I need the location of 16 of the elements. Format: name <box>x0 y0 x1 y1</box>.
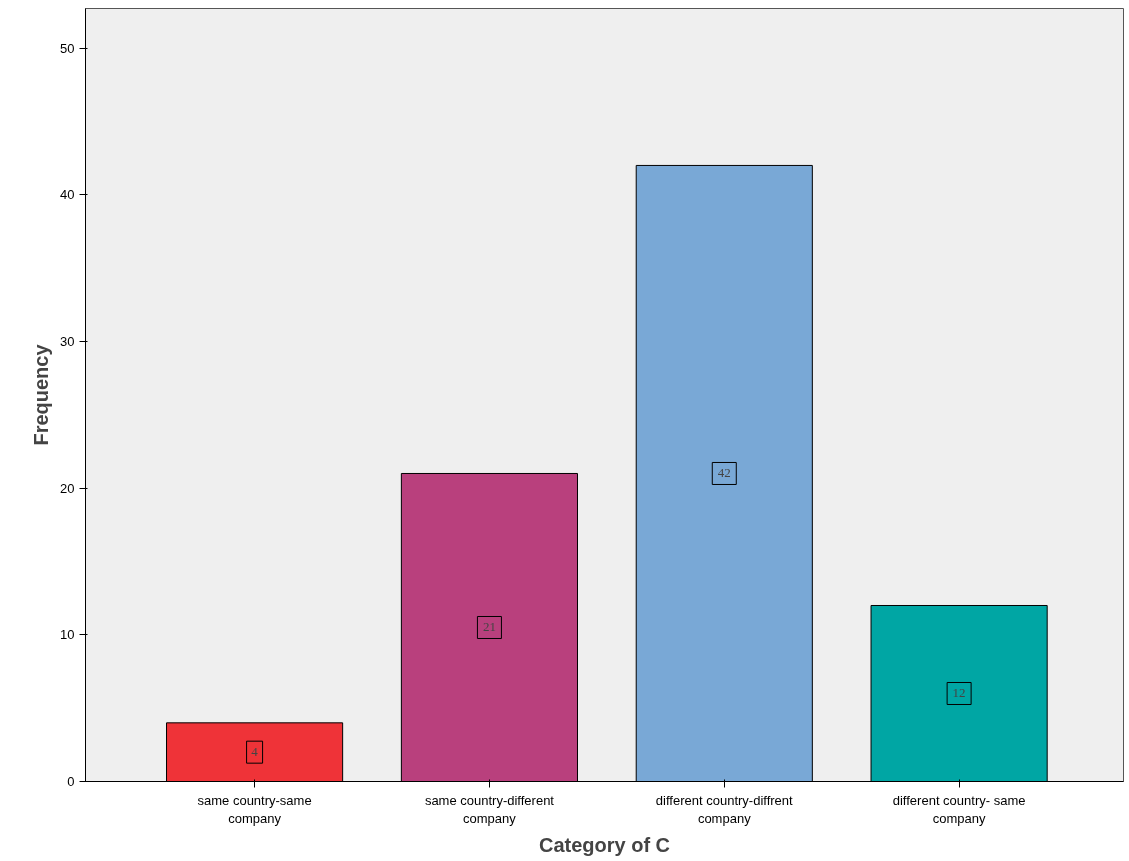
data-label: 4 <box>251 744 259 760</box>
y-tick-label: 0 <box>67 774 75 789</box>
x-tick-label: same country-same company <box>197 792 312 826</box>
data-label: 42 <box>717 465 731 481</box>
y-tick-label: 50 <box>60 40 75 56</box>
x-tick-label: different country- same company <box>892 792 1026 826</box>
y-tick-label: 30 <box>60 333 75 349</box>
x-axis-title: Category of C <box>538 833 671 856</box>
y-axis-title: Frequency <box>30 343 53 446</box>
data-label: 12 <box>952 685 966 701</box>
y-tick-label: 40 <box>60 187 75 203</box>
y-tick-label: 10 <box>60 627 75 643</box>
x-tick-label: same country-different company <box>424 792 555 826</box>
x-tick-label: different country-diffrent company <box>655 792 794 826</box>
data-label: 21 <box>482 619 496 635</box>
y-tick-label: 20 <box>60 480 75 496</box>
